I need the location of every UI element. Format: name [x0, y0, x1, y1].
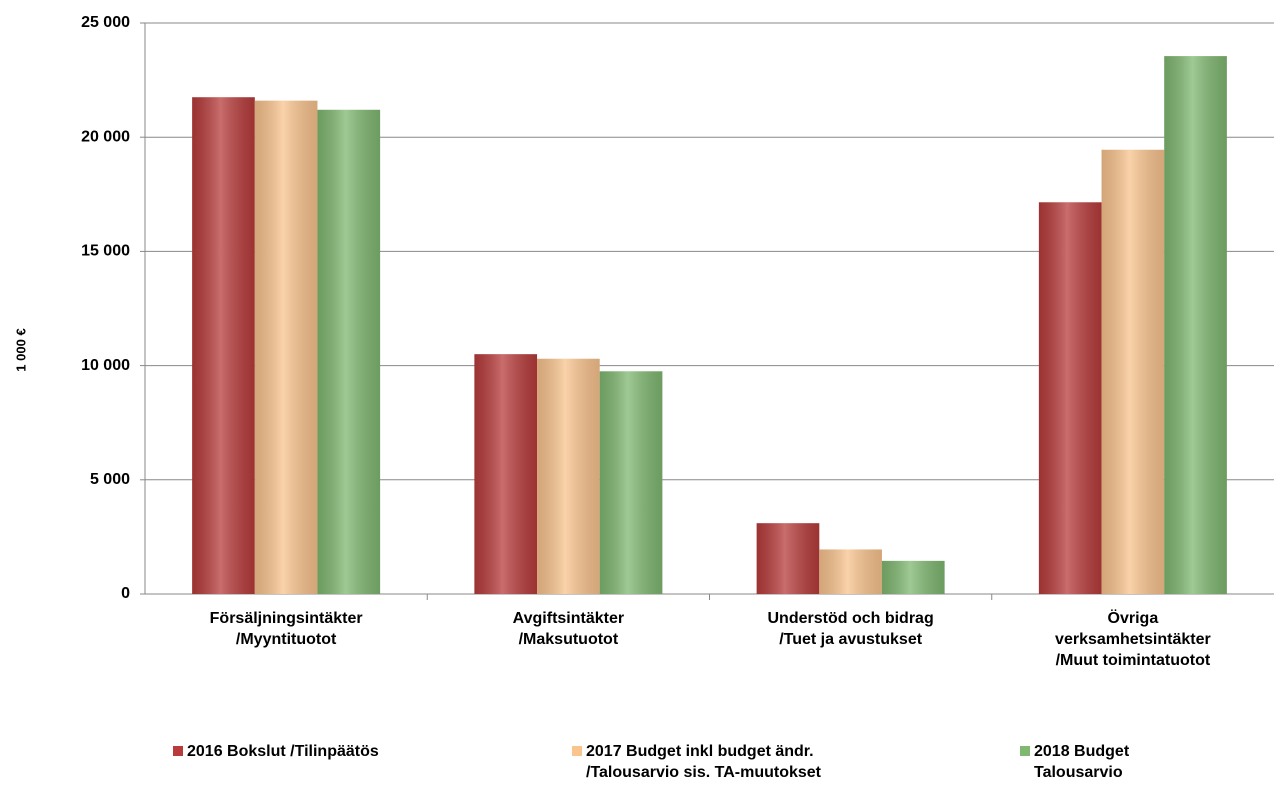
legend-label: 2016 Bokslut /Tilinpäätös	[187, 743, 379, 760]
x-tick-label: Försäljningsintäkter/Myyntituotot	[210, 610, 363, 648]
y-tick-label: 15 000	[81, 243, 130, 260]
bar	[1038, 202, 1102, 594]
bar	[192, 97, 255, 594]
y-tick-label: 5 000	[90, 471, 130, 488]
y-tick-label: 20 000	[81, 128, 130, 145]
bar	[1101, 149, 1165, 594]
legend-marker	[1020, 746, 1030, 756]
x-tick-label: Övriga verksamhetsintäkter/Muut toimintat…	[1055, 608, 1211, 669]
bar	[881, 560, 945, 594]
bar	[819, 549, 882, 594]
y-tick-label: 10 000	[81, 357, 130, 374]
y-tick-label: 25 000	[81, 14, 130, 31]
legend-label: 2017 Budget inkl budget ändr./Talousarvi…	[586, 743, 822, 781]
bar	[537, 358, 600, 594]
y-tick-label: 0	[121, 585, 130, 602]
x-tick-label: Avgiftsintäkter/Maksutuotot	[513, 610, 624, 648]
bar	[756, 523, 820, 594]
bar	[317, 109, 381, 595]
legend-marker	[572, 746, 582, 756]
bar	[474, 354, 538, 594]
legend-label: 2018 Budget Talousarvio	[1034, 743, 1130, 781]
bar	[599, 371, 663, 594]
legend-marker	[173, 746, 183, 756]
x-tick-label: Understöd och bidrag/Tuet ja avustukset	[768, 610, 934, 648]
y-axis-label: 1 000 €	[13, 328, 28, 371]
bar	[254, 100, 318, 594]
bar	[1164, 56, 1227, 595]
